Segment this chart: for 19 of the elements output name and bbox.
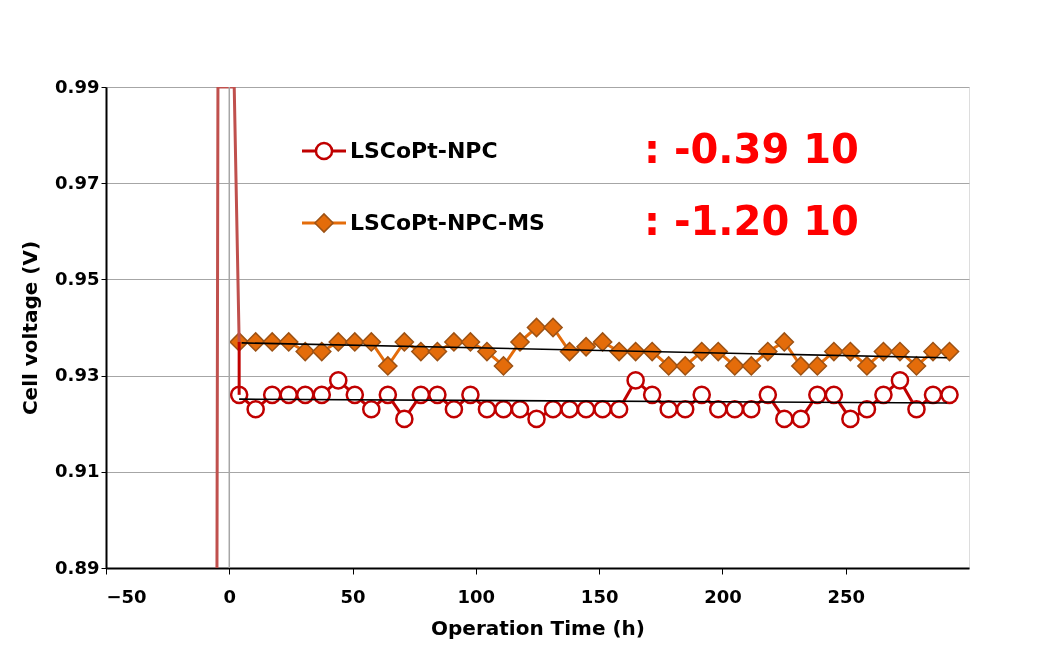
y-tick-label: 0.93 <box>55 364 100 386</box>
x-tick-label: 150 <box>580 585 619 607</box>
y-tick-label: 0.95 <box>55 267 100 289</box>
x-tick-label: 100 <box>457 585 496 607</box>
x-tick-label: 200 <box>704 585 742 607</box>
legend-label: LSCoPt-NPC-MS <box>350 210 545 235</box>
y-tick-label: 0.99 <box>55 75 100 97</box>
x-tick-label: 50 <box>340 585 366 607</box>
x-tick-label: 250 <box>827 585 865 607</box>
y-tick-label: 0.91 <box>55 460 100 482</box>
annotation: : -1.20 10 <box>644 198 859 244</box>
annotation: : -0.39 10 <box>644 126 859 172</box>
x-tick-label: 0 <box>223 585 237 607</box>
y-tick-label: 0.97 <box>55 171 100 193</box>
y-axis-title: Cell voltage (V) <box>18 240 43 416</box>
x-tick-label: −50 <box>106 585 147 607</box>
y-tick-label: 0.89 <box>55 556 100 578</box>
x-axis-title: Operation Time (h) <box>431 615 645 640</box>
legend-label: LSCoPt-NPC <box>350 138 498 163</box>
